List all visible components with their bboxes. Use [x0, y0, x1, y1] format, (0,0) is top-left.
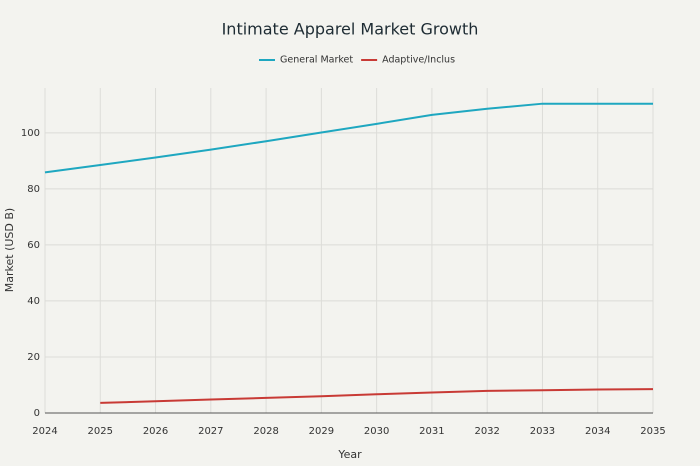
y-tick-label: 40 — [27, 296, 40, 307]
x-tick-label: 2035 — [640, 426, 665, 437]
x-tick-label: 2031 — [419, 426, 444, 437]
x-tick-label: 2025 — [88, 426, 113, 437]
y-tick-label: 0 — [34, 408, 40, 419]
x-tick-label: 2032 — [474, 426, 499, 437]
x-tick-label: 2029 — [309, 426, 334, 437]
y-tick-label: 60 — [27, 240, 40, 251]
chart-title: Intimate Apparel Market Growth — [222, 20, 479, 39]
x-tick-label: 2028 — [253, 426, 278, 437]
x-tick-label: 2024 — [32, 426, 57, 437]
x-axis-title: Year — [337, 448, 362, 461]
y-tick-label: 80 — [27, 184, 40, 195]
x-tick-label: 2033 — [530, 426, 555, 437]
legend-label: Adaptive/Inclus — [382, 55, 455, 66]
x-tick-label: 2030 — [364, 426, 389, 437]
y-tick-label: 20 — [27, 352, 40, 363]
y-tick-label: 100 — [21, 128, 40, 139]
x-tick-label: 2034 — [585, 426, 610, 437]
series-line — [100, 388, 654, 404]
series-line — [44, 102, 653, 174]
y-axis-title: Market (USD B) — [3, 208, 16, 292]
legend-label: General Market — [280, 55, 353, 66]
x-tick-label: 2027 — [198, 426, 223, 437]
x-tick-label: 2026 — [143, 426, 168, 437]
